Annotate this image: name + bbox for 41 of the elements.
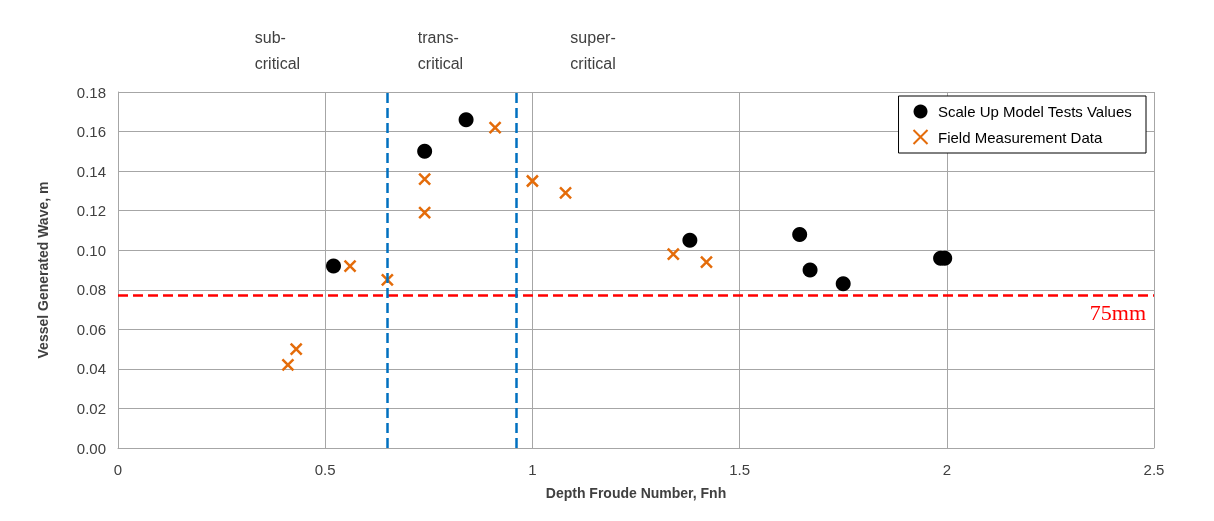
point (488, 120, 502, 135)
text: trans- critical (417, 28, 464, 72)
y-tick-label: 0.00 (76, 439, 106, 457)
point (802, 262, 818, 278)
point (281, 358, 295, 372)
point (525, 174, 540, 188)
y-tick-label: 0.18 (76, 83, 106, 101)
legend-label: Field Measurement Data (938, 128, 1103, 146)
y-tick-label: 0.16 (76, 123, 106, 141)
x-tick-label: 1 (528, 461, 537, 478)
point (417, 143, 433, 159)
y-tick-label: 0.08 (76, 281, 106, 299)
point (343, 259, 357, 273)
point (289, 342, 303, 356)
point (835, 276, 851, 292)
point (792, 226, 808, 242)
point (458, 112, 474, 128)
x-tick-label: 0 (113, 461, 123, 478)
point (417, 172, 432, 186)
text: super- critical (570, 28, 616, 72)
point (666, 247, 681, 261)
ref-line-label: 75mm (1089, 300, 1146, 326)
x-tick-label: 1.5 (729, 461, 751, 478)
point (326, 258, 341, 274)
y-tick-label: 0.06 (76, 320, 106, 338)
point (417, 205, 432, 220)
x-tick-label: 0.5 (314, 461, 336, 478)
y-tick-label: 0.10 (76, 241, 106, 259)
y-axis-title: Vessel Generated Wave, m (35, 181, 51, 359)
point (699, 255, 714, 269)
point (682, 232, 698, 248)
x-axis-title: Depth Froude Number, Fnh (545, 485, 727, 501)
text: sub- critical (254, 28, 301, 72)
y-tick-label: 0.14 (76, 162, 106, 180)
legend-label: Scale Up Model Tests Values (938, 103, 1132, 120)
y-tick-label: 0.02 (76, 399, 106, 417)
point (558, 186, 573, 200)
x-tick-label: 2 (942, 461, 951, 478)
y-tick-label: 0.12 (76, 202, 106, 220)
y-tick-label: 0.04 (76, 360, 106, 378)
x-tick-label: 2.5 (1143, 461, 1165, 478)
